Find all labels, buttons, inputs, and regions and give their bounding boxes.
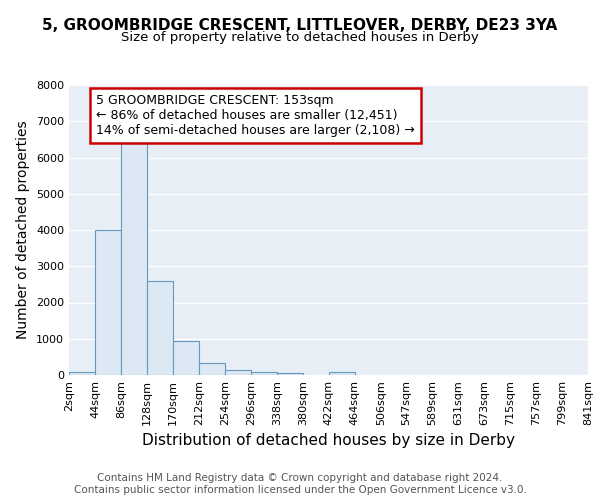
- Text: Size of property relative to detached houses in Derby: Size of property relative to detached ho…: [121, 31, 479, 44]
- Bar: [147, 281, 173, 375]
- Text: 5 GROOMBRIDGE CRESCENT: 153sqm
← 86% of detached houses are smaller (12,451)
14%: 5 GROOMBRIDGE CRESCENT: 153sqm ← 86% of …: [96, 94, 415, 137]
- Text: 5, GROOMBRIDGE CRESCENT, LITTLEOVER, DERBY, DE23 3YA: 5, GROOMBRIDGE CRESCENT, LITTLEOVER, DER…: [43, 18, 557, 32]
- Bar: [277, 373, 303, 375]
- Bar: [329, 372, 355, 375]
- Text: Contains HM Land Registry data © Crown copyright and database right 2024.
Contai: Contains HM Land Registry data © Crown c…: [74, 474, 526, 495]
- Bar: [95, 230, 121, 375]
- Bar: [199, 363, 225, 375]
- Bar: [225, 370, 251, 375]
- Bar: [69, 372, 95, 375]
- Bar: [251, 372, 277, 375]
- Bar: [173, 340, 199, 375]
- Bar: [121, 136, 147, 375]
- X-axis label: Distribution of detached houses by size in Derby: Distribution of detached houses by size …: [142, 434, 515, 448]
- Y-axis label: Number of detached properties: Number of detached properties: [16, 120, 31, 340]
